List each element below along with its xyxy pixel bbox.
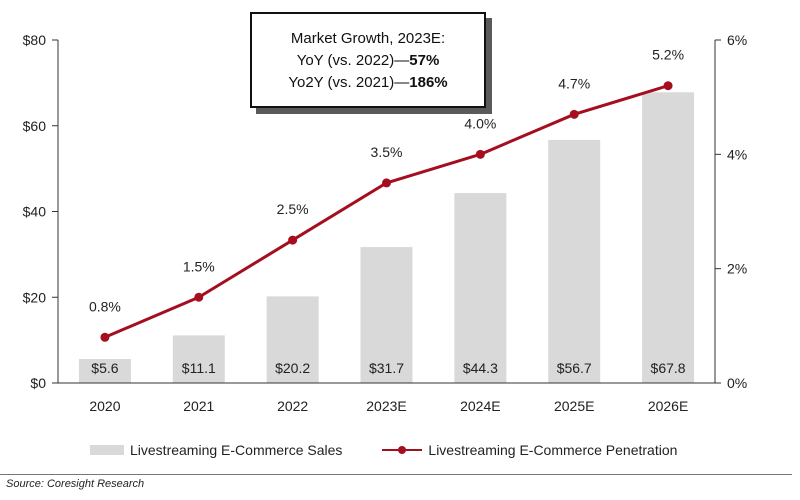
right-axis-tick-label: 4% (727, 146, 747, 162)
penetration-point (475, 149, 485, 159)
sales-bar (266, 296, 319, 383)
callout-yo2y: Yo2Y (vs. 2021)—186% (252, 72, 484, 94)
left-axis-tick-label: $60 (23, 118, 47, 134)
penetration-line-layer: 0.8% 1.5% 2.5% 3.5% 4.0% 4.7% 5.2% (89, 47, 684, 342)
right-axis-tick-label: 0% (727, 375, 747, 391)
sales-bar (454, 193, 507, 383)
sales-bar (642, 92, 695, 384)
legend-item-penetration: Livestreaming E-Commerce Penetration (382, 442, 677, 458)
source-note: Source: Coresight Research (6, 478, 145, 490)
penetration-point (569, 109, 579, 119)
sales-bar-label: $56.7 (557, 360, 592, 376)
penetration-label: 4.0% (464, 115, 496, 131)
left-axis-tick-label: $40 (23, 204, 47, 220)
sales-bar-label: $67.8 (651, 360, 686, 376)
callout-yoy: YoY (vs. 2022)—57% (252, 50, 484, 72)
legend-line-swatch (382, 445, 423, 455)
x-axis-tick-label: 2023E (366, 398, 406, 414)
callout-yo2y-value: 186% (409, 74, 448, 91)
penetration-label: 2.5% (277, 201, 309, 217)
legend-bar-swatch (90, 445, 124, 455)
callout-yoy-value: 57% (409, 52, 440, 69)
sales-bar-label: $5.6 (91, 360, 118, 376)
penetration-label: 4.7% (558, 75, 590, 91)
sales-bar (548, 139, 601, 383)
legend-label-sales: Livestreaming E-Commerce Sales (130, 442, 343, 458)
combo-chart: $0 $20 $40 $60 $80 0% 2% 4% 6% $5.6 $11.1 $20.2 $3… (23, 32, 748, 414)
sales-bar (78, 358, 131, 383)
x-axis-tick-label: 2026E (648, 398, 688, 414)
penetration-label: 1.5% (183, 258, 215, 274)
right-y-axis: 0% 2% 4% 6% (714, 32, 747, 391)
sales-bar-label: $20.2 (275, 360, 310, 376)
left-y-axis: $0 $20 $40 $60 $80 (23, 32, 59, 391)
left-axis-tick-label: $80 (23, 32, 47, 48)
sales-bar-label: $11.1 (182, 360, 216, 376)
x-axis-ticks: 2020 2021 2022 2023E 2024E 2025E 2026E (58, 382, 715, 414)
right-axis-tick-label: 2% (727, 261, 747, 277)
callout-yo2y-label: Yo2Y (vs. 2021)— (288, 74, 410, 91)
market-growth-callout: Market Growth, 2023E: YoY (vs. 2022)—57%… (250, 12, 486, 108)
penetration-point (288, 235, 298, 245)
callout-yoy-label: YoY (vs. 2022)— (296, 52, 410, 69)
sales-bars: $5.6 $11.1 $20.2 $31.7 $44.3 $56.7 $67.8 (78, 92, 695, 384)
x-axis-tick-label: 2025E (554, 398, 594, 414)
legend-label-penetration: Livestreaming E-Commerce Penetration (428, 442, 678, 458)
x-axis-tick-label: 2021 (183, 398, 214, 414)
x-axis-tick-label: 2020 (89, 398, 120, 414)
penetration-point (194, 292, 204, 302)
penetration-label: 5.2% (652, 47, 684, 63)
penetration-point (663, 81, 673, 91)
callout-title: Market Growth, 2023E: (290, 30, 446, 47)
left-axis-tick-label: $20 (23, 289, 47, 305)
legend-item-sales: Livestreaming E-Commerce Sales (90, 442, 342, 458)
x-axis-tick-label: 2022 (277, 398, 308, 414)
right-axis-tick-label: 6% (727, 32, 747, 48)
penetration-point (382, 178, 391, 188)
x-axis-tick-label: 2024E (460, 398, 500, 414)
penetration-label: 0.8% (89, 298, 121, 314)
penetration-label: 3.5% (371, 144, 403, 160)
sales-bar (172, 335, 225, 383)
chart-legend: Livestreaming E-Commerce Sales Livestrea… (90, 437, 770, 463)
sales-bar-label: $44.3 (463, 360, 498, 376)
penetration-point (100, 332, 110, 342)
footer-divider (0, 474, 792, 475)
left-axis-tick-label: $0 (30, 375, 46, 391)
sales-bar-label: $31.7 (369, 360, 404, 376)
sales-bar (360, 247, 413, 383)
